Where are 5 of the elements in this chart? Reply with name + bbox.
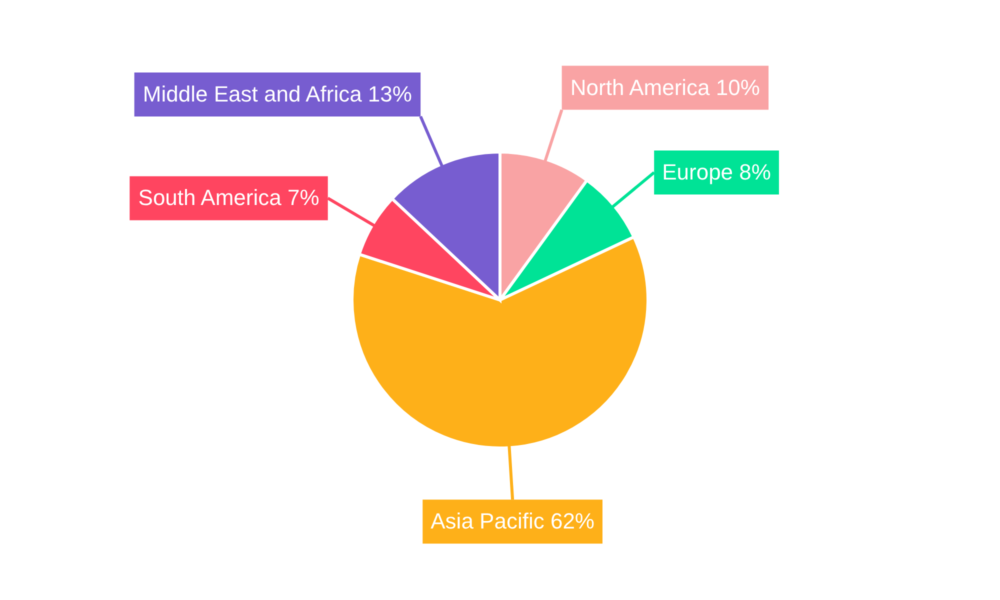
slice-label: Middle East and Africa 13% bbox=[142, 81, 412, 106]
slice-label: Europe 8% bbox=[662, 160, 771, 185]
slice-label: Asia Pacific 62% bbox=[430, 508, 594, 534]
slice-label: South America 7% bbox=[138, 185, 320, 210]
slice-label: North America 10% bbox=[570, 74, 760, 100]
